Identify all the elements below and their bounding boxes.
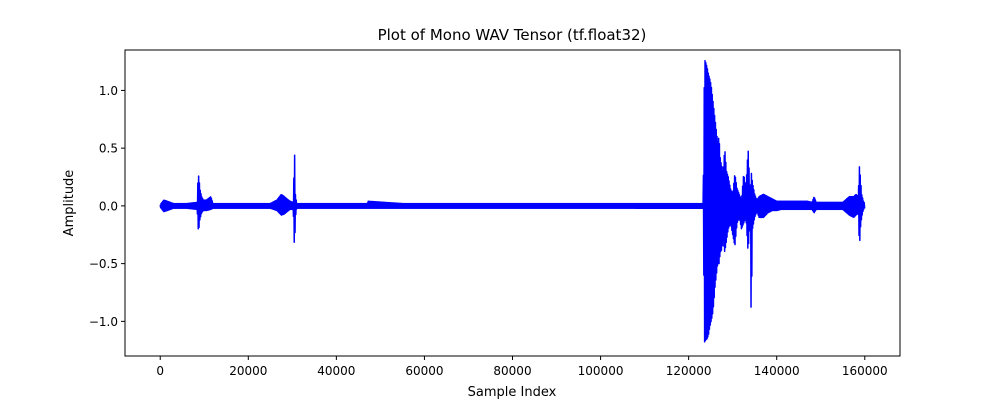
y-tick-label: 0.0 [99,199,118,213]
x-tick-label: 140000 [754,364,800,378]
series-layer [159,59,866,343]
x-axis-label: Sample Index [468,385,557,400]
chart-title: Plot of Mono WAV Tensor (tf.float32) [378,26,647,44]
x-tick-label: 120000 [666,364,712,378]
x-tick-label: 80000 [493,364,531,378]
y-axis-label: Amplitude [62,170,77,237]
series-line [159,59,866,343]
y-tick-label: 0.5 [99,142,118,156]
x-tick-label: 60000 [405,364,443,378]
x-tick-label: 0 [156,364,164,378]
y-tick-label: −0.5 [89,257,118,271]
y-tick-label: 1.0 [99,84,118,98]
y-axis: −1.0 −0.5 0.0 0.5 1.0 [89,84,125,329]
x-tick-label: 40000 [317,364,355,378]
x-axis: 0 20000 40000 60000 80000 100000 120000 140000 1… [156,356,888,378]
x-tick-label: 20000 [229,364,267,378]
y-tick-label: −1.0 [89,315,118,329]
x-tick-label: 160000 [842,364,888,378]
x-tick-label: 100000 [578,364,624,378]
